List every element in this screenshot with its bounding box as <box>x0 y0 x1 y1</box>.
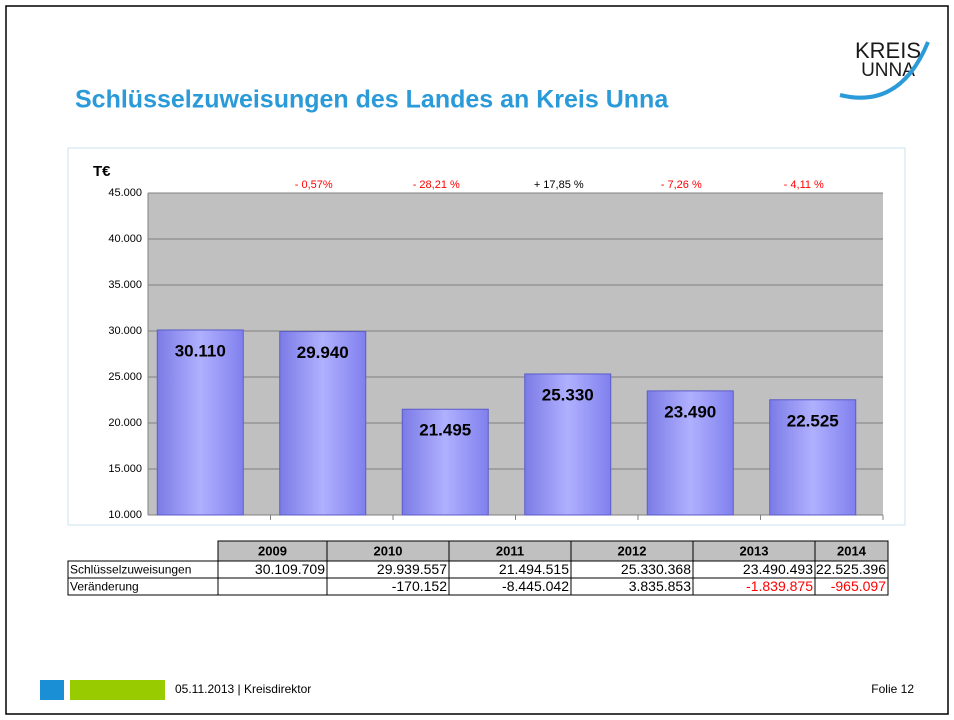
value-label: 23.490 <box>664 402 716 421</box>
value-label: 21.495 <box>419 421 471 440</box>
footer-date: 05.11.2013 | Kreisdirektor <box>175 682 311 696</box>
logo-arc <box>839 41 930 100</box>
bar <box>156 329 244 516</box>
change-annotation: - 4,11 % <box>784 179 824 191</box>
y-tick-label: 10.000 <box>108 509 142 521</box>
table-value: -8.445.042 <box>502 578 569 594</box>
y-tick-label: 45.000 <box>108 187 142 199</box>
table-cell <box>814 577 889 596</box>
table-header: 2014 <box>837 543 867 558</box>
table-value: 23.490.493 <box>743 561 813 577</box>
value-label: 25.330 <box>542 385 594 404</box>
bar <box>646 390 734 516</box>
change-annotation: - 28,21 % <box>413 179 460 191</box>
y-tick-label: 35.000 <box>108 279 142 291</box>
table-value: 30.109.709 <box>255 561 325 577</box>
table-value: -965.097 <box>831 578 886 594</box>
bar <box>279 331 367 516</box>
footer-page: Folie 12 <box>871 682 914 696</box>
table-header: 2013 <box>740 543 769 558</box>
value-label: 29.940 <box>297 343 349 362</box>
row-label: Veränderung <box>70 580 139 594</box>
table-value: -1.839.875 <box>746 578 813 594</box>
y-tick-label: 20.000 <box>108 417 142 429</box>
table-header: 2011 <box>496 543 524 558</box>
y-tick-label: 15.000 <box>108 463 142 475</box>
value-label: 30.110 <box>175 341 226 360</box>
value-label: 22.525 <box>787 411 839 430</box>
table-header: 2010 <box>374 543 403 558</box>
y-tick-label: 40.000 <box>108 233 142 245</box>
table-value: 29.939.557 <box>377 561 447 577</box>
bar <box>769 399 857 516</box>
table-header: 2009 <box>258 543 287 558</box>
change-annotation: - 0,57% <box>295 179 333 191</box>
table-header: 2012 <box>618 543 647 558</box>
table-value: 25.330.368 <box>621 561 691 577</box>
bar <box>524 373 612 516</box>
plot-area <box>148 193 883 515</box>
logo-line: UNNA <box>861 60 915 81</box>
change-annotation: - 7,26 % <box>661 179 702 191</box>
slide-title: Schlüsselzuweisungen des Landes an Kreis… <box>75 86 669 114</box>
footer-square <box>40 680 64 700</box>
table-value: -170.152 <box>392 578 447 594</box>
y-tick-label: 25.000 <box>108 371 142 383</box>
y-axis-label: T€ <box>93 163 111 180</box>
logo-line: KREIS <box>855 38 921 63</box>
table-value: 21.494.515 <box>499 561 569 577</box>
row-label: Schlüsselzuweisungen <box>70 563 191 577</box>
change-annotation: + 17,85 % <box>534 179 584 191</box>
footer-bar <box>70 680 165 700</box>
table-value: 3.835.853 <box>629 578 691 594</box>
y-tick-label: 30.000 <box>108 325 142 337</box>
table-value: 22.525.396 <box>816 561 886 577</box>
bar <box>401 408 489 516</box>
